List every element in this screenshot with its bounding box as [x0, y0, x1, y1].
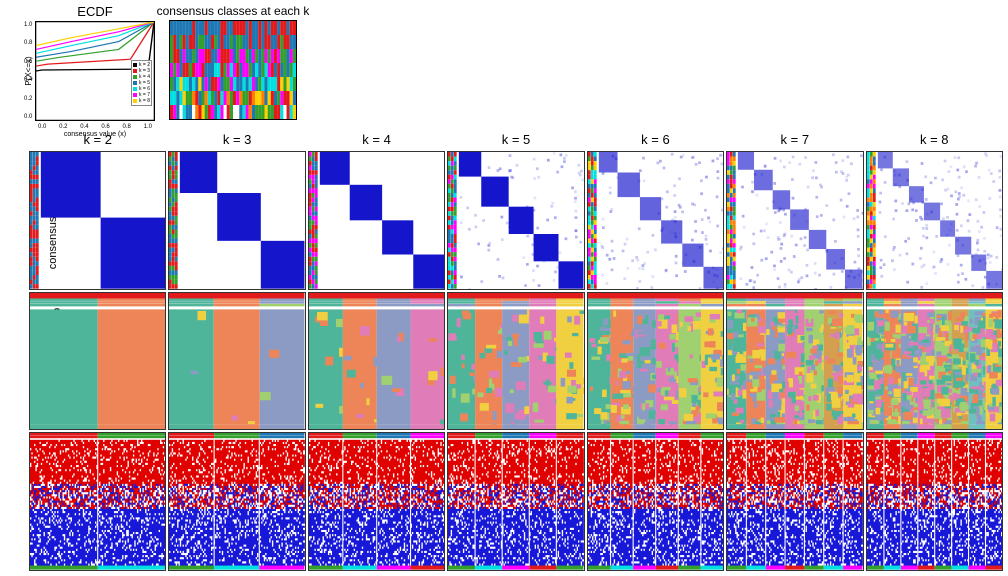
k-label-8: k = 8: [865, 132, 1004, 150]
heatmap-grid: k = 2k = 3k = 4k = 5k = 6k = 7k = 8 cons…: [28, 132, 1004, 572]
ecdf-plot: P(X<=x) 0.00.20.40.60.81.0 0.00.20.40.60…: [35, 21, 155, 121]
consensus-heatmap-k7: [726, 151, 863, 290]
ecdf-yticks: 0.00.20.40.60.81.0: [24, 22, 32, 120]
k-label-5: k = 5: [446, 132, 585, 150]
membership-heatmap-k6: [587, 292, 724, 431]
ecdf-panel: ECDF P(X<=x) 0.00.20.40.60.81.0 0.00.20.…: [28, 4, 162, 128]
signature-heatmap-k5: [447, 432, 584, 571]
ecdf-legend: k = 2k = 3k = 4k = 5k = 6k = 7k = 8: [131, 60, 152, 106]
k-label-6: k = 6: [586, 132, 725, 150]
membership-heatmap-k8: [866, 292, 1003, 431]
consensus-classes-plot: [169, 20, 297, 120]
k-label-7: k = 7: [725, 132, 864, 150]
signature-heatmap-k3: [168, 432, 305, 571]
signature-heatmap-k8: [866, 432, 1003, 571]
consensus-classes-title: consensus classes at each k: [157, 4, 310, 18]
consensus-heatmap-k4: [308, 151, 445, 290]
top-row: ECDF P(X<=x) 0.00.20.40.60.81.0 0.00.20.…: [28, 4, 1004, 128]
membership-heatmap-k7: [726, 292, 863, 431]
consensus-heatmap-k8: [866, 151, 1003, 290]
signature-heatmap-row: signature heatmap: [28, 431, 1004, 572]
consensus-heatmap-k5: [447, 151, 584, 290]
k-label-4: k = 4: [307, 132, 446, 150]
consensus-classes-panel: consensus classes at each k: [166, 4, 300, 128]
membership-heatmap-k5: [447, 292, 584, 431]
membership-heatmap-k3: [168, 292, 305, 431]
ecdf-title: ECDF: [77, 4, 112, 19]
k-label-3: k = 3: [167, 132, 306, 150]
ecdf-xticks: 0.00.20.40.60.81.0: [36, 124, 154, 130]
signature-heatmap-k4: [308, 432, 445, 571]
membership-heatmap-k2: [29, 292, 166, 431]
consensus-heatmap-k6: [587, 151, 724, 290]
signature-heatmap-k2: [29, 432, 166, 571]
consensus-heatmap-k2: [29, 151, 166, 290]
consensus-heatmap-k3: [168, 151, 305, 290]
signature-heatmap-k6: [587, 432, 724, 571]
consensus-heatmap-row: consensus heatmap: [28, 150, 1004, 291]
signature-heatmap-k7: [726, 432, 863, 571]
k-labels-row: k = 2k = 3k = 4k = 5k = 6k = 7k = 8: [28, 132, 1004, 150]
ecdf-xlabel: consensus value (x): [64, 131, 126, 138]
membership-heatmap-k4: [308, 292, 445, 431]
membership-heatmap-row: membership heatmap: [28, 291, 1004, 432]
